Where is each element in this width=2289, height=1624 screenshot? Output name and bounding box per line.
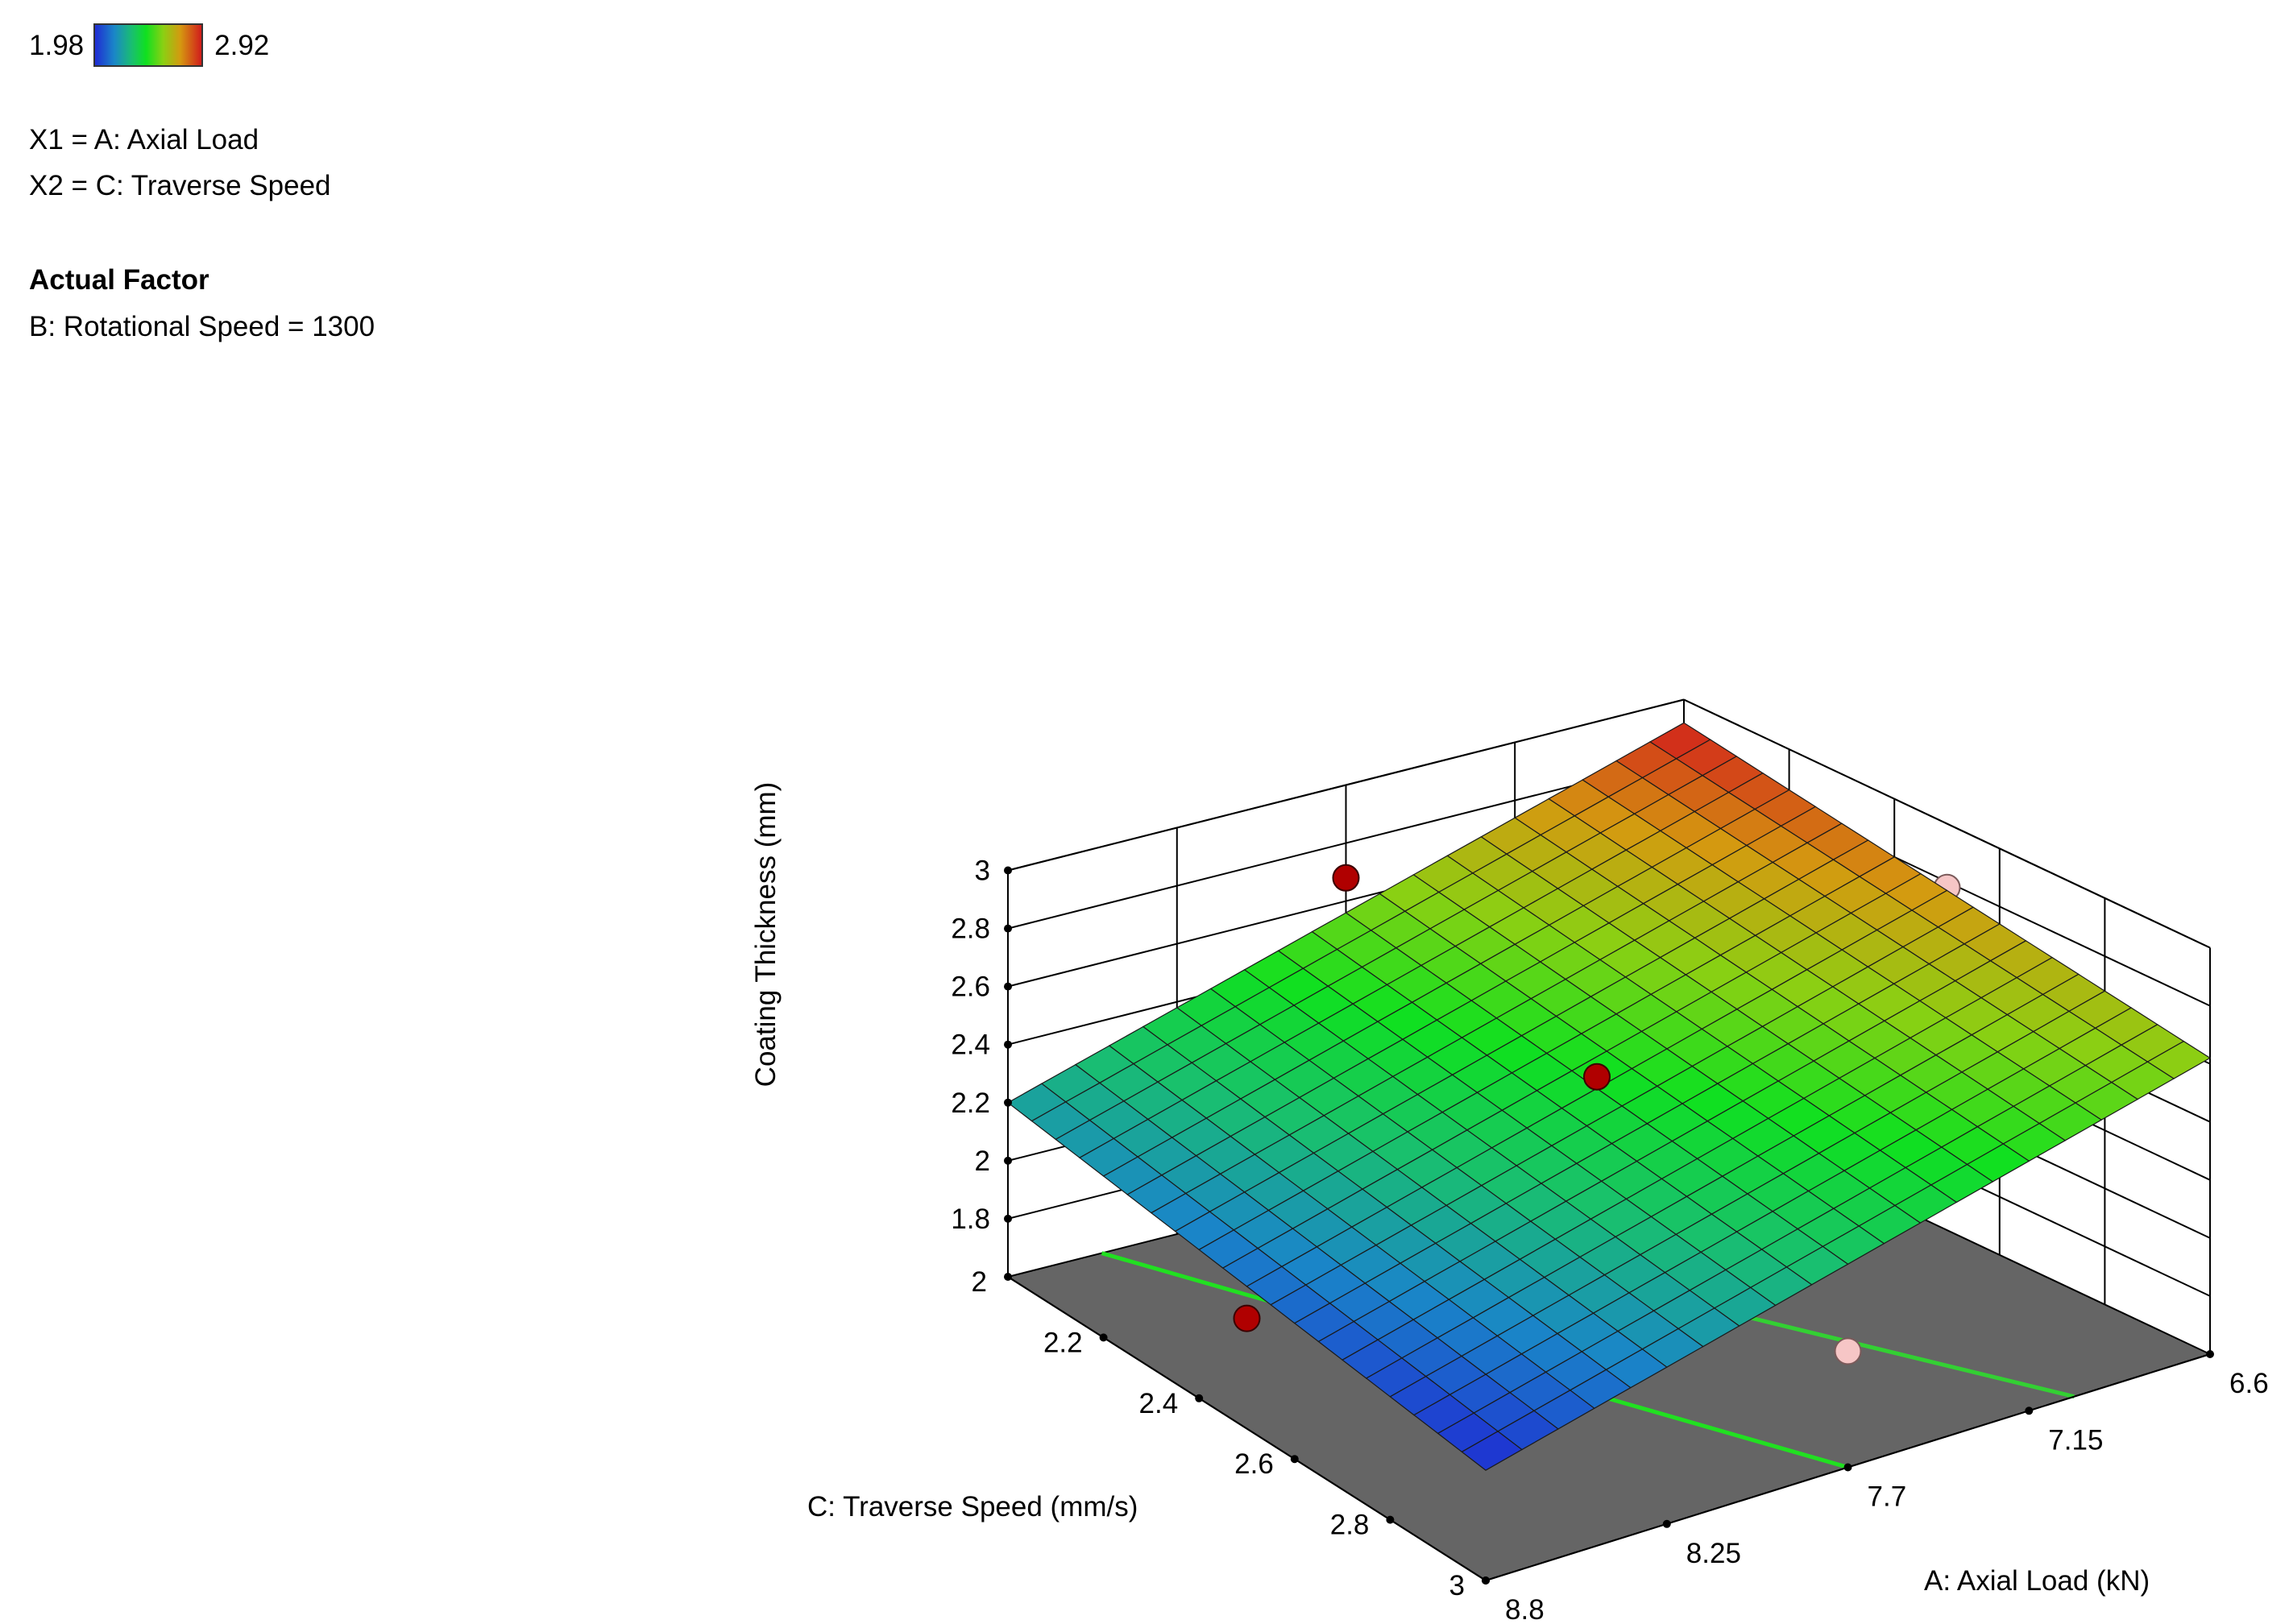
x1-definition: X1 = A: Axial Load <box>29 124 259 155</box>
y-tick-label: 2.4 <box>1139 1388 1179 1419</box>
colorbar-min-label: 1.98 <box>29 29 85 61</box>
y-tick-mark <box>1386 1515 1395 1524</box>
y-tick-mark <box>1099 1333 1108 1342</box>
z-tick-mark <box>1004 1040 1012 1049</box>
actual-factor-heading: Actual Factor <box>29 264 209 296</box>
x-tick-label: 7.7 <box>1868 1481 1907 1513</box>
y-tick-mark <box>1004 1273 1012 1281</box>
design-point <box>1332 864 1360 892</box>
wall-top-edge <box>1683 698 2211 949</box>
x-tick-mark <box>1482 1576 1490 1585</box>
y-tick-mark <box>1195 1394 1204 1402</box>
x-tick-mark <box>2025 1406 2034 1415</box>
z-tick-label: 2 <box>975 1146 990 1177</box>
x-tick-label: 6.6 <box>2229 1368 2269 1399</box>
z-tick-mark <box>1004 1156 1012 1165</box>
points-above-surface <box>1233 864 1611 1332</box>
z-tick-mark <box>1004 982 1012 991</box>
z-tick-label: 2.4 <box>951 1030 990 1061</box>
design-point <box>1233 1304 1261 1332</box>
legend-panel: 1.98 2.92 X1 = A: Axial Load X2 = C: Tra… <box>29 23 375 341</box>
z-axis-label: Coating Thickness (mm) <box>750 782 782 1088</box>
x-tick-label: 8.8 <box>1505 1594 1545 1624</box>
y-axis-label: C: Traverse Speed (mm/s) <box>807 1491 1138 1522</box>
z-tick-label: 1.8 <box>951 1204 990 1235</box>
z-tick-label: 2.8 <box>951 914 990 945</box>
axes: 1.8 2 2.2 2.4 2.6 2.8 3 2 2.2 2.4 2.6 2.8 3 6.6 7.15 7.… <box>951 856 2268 1624</box>
design-point <box>1834 1337 1862 1365</box>
colorbar: 1.98 2.92 <box>29 23 269 68</box>
y-tick-label: 2.8 <box>1330 1510 1370 1541</box>
z-tick-label: 3 <box>975 856 990 887</box>
response-surface <box>1006 722 2212 1471</box>
x-tick-label: 7.15 <box>2048 1424 2103 1456</box>
y-tick-label: 2.6 <box>1234 1448 1274 1480</box>
x-tick-mark <box>1662 1519 1671 1528</box>
x-tick-label: 8.25 <box>1686 1538 1741 1569</box>
z-tick-label: 2.2 <box>951 1088 990 1119</box>
x-axis-label: A: Axial Load (kN) <box>1924 1565 2150 1597</box>
x-tick-mark <box>1843 1463 1852 1472</box>
z-tick-mark <box>1004 1214 1012 1223</box>
y-axis-line <box>1007 1276 1487 1581</box>
y-tick-label: 2.2 <box>1043 1327 1083 1358</box>
x2-definition: X2 = C: Traverse Speed <box>29 170 331 201</box>
x-tick-mark <box>2206 1350 2214 1358</box>
z-tick-label: 2.6 <box>951 972 990 1003</box>
design-point <box>1583 1063 1611 1091</box>
y-tick-mark <box>1290 1455 1299 1464</box>
z-tick-mark <box>1004 1098 1012 1107</box>
surface-cell <box>1461 1431 1523 1471</box>
colorbar-gradient <box>93 23 204 67</box>
y-tick-label: 2 <box>972 1266 987 1298</box>
z-tick-mark <box>1004 866 1012 875</box>
colorbar-max-label: 2.92 <box>214 29 270 61</box>
y-tick-label: 3 <box>1449 1570 1465 1601</box>
z-tick-mark <box>1004 924 1012 933</box>
actual-factor-value: B: Rotational Speed = 1300 <box>29 311 375 342</box>
